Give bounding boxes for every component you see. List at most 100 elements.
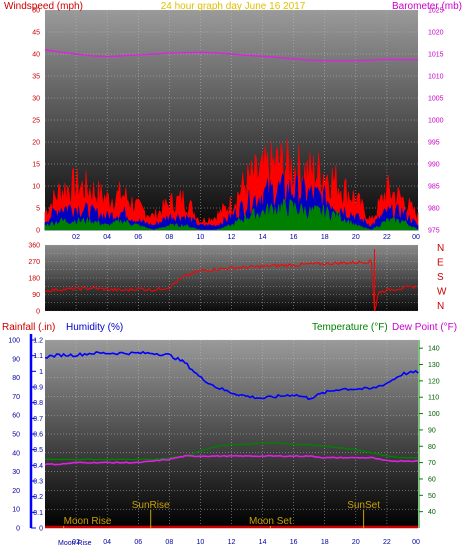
compass-label: W [437,287,447,298]
temperature-tick-label: 100 [428,411,440,418]
compass-label: E [437,258,444,269]
humidity-tick-label: 90 [12,356,20,363]
humidity-tick-label: 60 [12,413,20,420]
hour-tick-label: 08 [165,234,173,241]
rain-tick-label: 1 [39,369,43,376]
rain-tick-label: 0 [39,526,43,533]
barometer-tick-label: 980 [428,206,440,213]
direction-tick-label: 0 [36,309,40,316]
temperature-tick-label: 120 [428,378,440,385]
hour-tick-label: 16 [290,539,298,546]
rain-tick-label: 0.3 [33,479,43,486]
temperature-tick-label: 70 [428,460,436,467]
hour-tick-label: 02 [72,539,80,546]
hour-tick-label: 08 [165,539,173,546]
wind-tick-label: 30 [32,96,40,103]
hour-tick-label: 22 [383,234,391,241]
humidity-tick-label: 30 [12,469,20,476]
wind-tick-label: 10 [32,184,40,191]
humidity-tick-label: 0 [16,526,20,533]
humidity-tick-label: 20 [12,488,20,495]
temperature-tick-label: 40 [428,509,436,516]
rain-tick-label: 0.4 [33,463,43,470]
barometer-tick-label: 990 [428,162,440,169]
wind-tick-label: 35 [32,74,40,81]
hour-tick-label: 00 [412,539,420,546]
event-label: SunSet [347,500,380,511]
event-label: Moon Set [249,516,292,527]
temperature-tick-label: 130 [428,362,440,369]
graph-date-title: 24 hour graph day June 16 2017 [161,1,306,12]
hour-tick-label: 14 [259,234,267,241]
rain-tick-label: 0.5 [33,447,43,454]
hour-tick-label: 12 [228,234,236,241]
wind-tick-label: 50 [32,8,40,15]
wind-tick-label: 20 [32,140,40,147]
rain-tick-label: 0.9 [33,385,43,392]
barometer-tick-label: 1000 [428,118,444,125]
hour-tick-label: 20 [352,539,360,546]
hour-tick-label: 18 [321,234,329,241]
rain-tick-label: 0.7 [33,416,43,423]
wind-tick-label: 40 [32,52,40,59]
wind-tick-label: 45 [32,30,40,37]
windspeed-axis-title: Windspeed (mph) [4,1,83,12]
hour-tick-label: 16 [290,234,298,241]
direction-tick-label: 90 [32,292,40,299]
hour-tick-label: 04 [103,539,111,546]
wind-direction-series [44,259,417,312]
barometer-tick-label: 1005 [428,96,444,103]
temperature-series [45,442,419,461]
rain-tick-label: 1.1 [33,353,43,360]
temperature-tick-label: 80 [428,444,436,451]
barometer-tick-label: 975 [428,228,440,235]
hour-tick-label: 14 [259,539,267,546]
barometer-axis-title: Barometer (mb) [392,1,462,12]
barometer-series [44,48,418,62]
compass-label: N [437,301,444,312]
hour-tick-label: 06 [134,539,142,546]
dewpoint-axis-title: Dew Point (°F) [392,322,457,333]
wind-tick-label: 5 [36,206,40,213]
humidity-axis-title: Humidity (%) [66,322,123,333]
wind-tick-label: 15 [32,162,40,169]
humidity-tick-label: 80 [12,375,20,382]
barometer-tick-label: 995 [428,140,440,147]
hour-tick-label: 22 [383,539,391,546]
humidity-series [44,350,419,401]
hour-tick-label: 00 [412,234,420,241]
hour-tick-label: 18 [321,539,329,546]
temperature-tick-label: 110 [428,395,439,402]
rain-tick-label: 1.2 [33,338,43,345]
temperature-tick-label: 90 [428,427,436,434]
humidity-tick-label: 50 [12,432,20,439]
direction-tick-label: 270 [28,259,40,266]
temperature-tick-label: 140 [428,346,440,353]
wind-tick-label: 0 [36,228,40,235]
hour-tick-label: 06 [134,234,142,241]
rainfall-axis-title: Rainfall (.in) [2,322,55,333]
rain-tick-label: 0.1 [33,510,43,517]
barometer-tick-label: 1015 [428,52,444,59]
event-label: SunRise [132,500,170,511]
humidity-tick-label: 40 [12,450,20,457]
hour-tick-label: 12 [228,539,236,546]
rain-tick-label: 0.2 [33,494,43,501]
hour-tick-label: 20 [352,234,360,241]
compass-label: S [437,272,444,283]
humidity-tick-label: 70 [12,394,20,401]
hour-tick-label: 02 [72,234,80,241]
humidity-tick-label: 100 [8,338,20,345]
hour-tick-label: 10 [197,234,205,241]
wind-avg-series [44,172,419,231]
barometer-tick-label: 1025 [428,8,444,15]
direction-tick-label: 360 [28,243,40,250]
moonrise-footer-label: Moon Rise [58,540,92,547]
temperature-axis-title: Temperature (°F) [312,322,388,333]
wind-low-series [44,198,419,231]
rain-tick-label: 0.6 [33,432,43,439]
hour-tick-label: 10 [197,539,205,546]
barometer-tick-label: 1020 [428,30,444,37]
